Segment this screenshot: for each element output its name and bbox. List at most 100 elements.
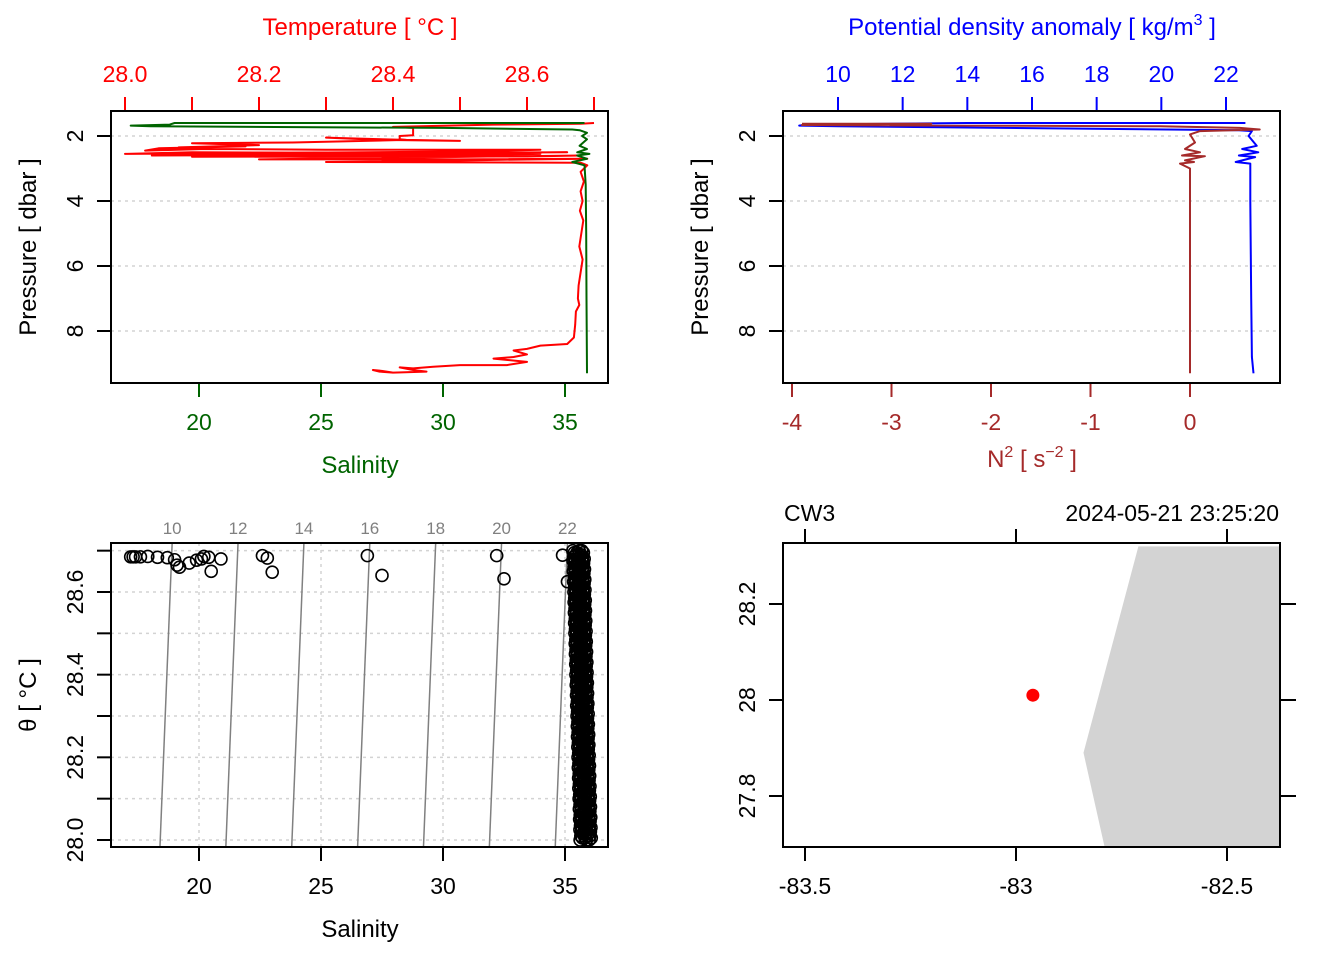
data-point (150, 550, 165, 565)
isopycnal-label: 20 (492, 519, 511, 538)
bottom-axis-title-end: ] (1064, 446, 1077, 473)
x-axis-title: Salinity (321, 916, 398, 943)
isopycnal-label: 22 (558, 519, 577, 538)
axis-tick-label: 20 (1149, 61, 1175, 87)
axis-tick-label: 8 (734, 325, 760, 338)
top-axis-title: Potential density anomaly [ kg/m3 ] (848, 12, 1216, 41)
top-axis-title: Temperature [ °C ] (263, 14, 458, 41)
series-line-salinity (129, 122, 591, 374)
data-point (214, 552, 228, 566)
axis-tick-label: 16 (1019, 61, 1045, 87)
isopycnal-line (290, 542, 305, 848)
axis-tick-label: 28.0 (103, 61, 148, 87)
panel-density-n2-profile: 10 12 14 16 18 20 22 -4 -3 -2 -1 0 2 4 6 8 Potential den… (687, 12, 1281, 473)
axis-tick-label: 28.4 (62, 652, 88, 697)
top-axis-title-main: Potential density anomaly [ kg/m (848, 14, 1194, 41)
axis-tick-label: 28 (734, 687, 760, 713)
axis-tick-label: 28.6 (505, 61, 550, 87)
isopycnal-label: 12 (229, 519, 248, 538)
bottom-axis-title-mid: [ s (1013, 446, 1045, 473)
data-point (133, 550, 148, 564)
isopycnal-line (356, 542, 371, 848)
bottom-axis-title-sup2: −2 (1045, 444, 1063, 461)
series-line-density (798, 122, 1260, 374)
axis-tick-label: -3 (881, 409, 901, 435)
isopycnal-line (488, 542, 503, 848)
axis-tick-label: 20 (186, 873, 212, 899)
data-point (189, 553, 204, 567)
panel-station-map: -83.5 -83 -82.5 27.8 28 28.2 CW3 2024-05-21 23:… (734, 500, 1296, 899)
axis-tick-label: 4 (734, 194, 760, 207)
isopycnal-line (159, 542, 173, 848)
station-marker (1026, 688, 1040, 702)
axis-tick-label: 8 (62, 325, 88, 338)
isopycnal-label: 16 (360, 519, 379, 538)
data-point (204, 564, 218, 579)
isopycnal-label: 10 (163, 519, 182, 538)
axis-tick-label: 28.2 (62, 735, 88, 780)
axis-tick-label: 27.8 (734, 774, 760, 819)
y-axis-title: θ [ °C ] (15, 658, 42, 732)
axis-tick-label: -83 (999, 873, 1032, 899)
isopycnal-line (422, 542, 437, 848)
isopycnal-line (554, 542, 569, 848)
axis-tick-label: 14 (955, 61, 981, 87)
data-point (182, 556, 197, 570)
series-line-temperature (124, 122, 595, 374)
y-axis-title: Pressure [ dbar ] (687, 158, 714, 335)
series-line-n2 (801, 122, 1261, 374)
bottom-axis-title: N2 [ s−2 ] (987, 444, 1077, 473)
axis-tick-label: -1 (1080, 409, 1100, 435)
land-polygon (1083, 546, 1280, 847)
data-point (160, 550, 175, 565)
plot-frame (110, 542, 609, 848)
axis-tick-label: 2 (62, 130, 88, 143)
axis-tick-label: 0 (1184, 409, 1197, 435)
data-point (140, 549, 155, 564)
axis-tick-label: 20 (186, 409, 212, 435)
axis-tick-label: 28.4 (371, 61, 416, 87)
axis-tick-label: 10 (825, 61, 851, 87)
axis-tick-label: 22 (1213, 61, 1239, 87)
top-axis-title-sup: 3 (1194, 12, 1203, 29)
data-point (194, 552, 209, 566)
y-axis-title: Pressure [ dbar ] (15, 158, 42, 335)
isopycnal-line (225, 542, 239, 848)
bottom-axis-title-main: N (987, 446, 1004, 473)
data-point (260, 551, 275, 565)
panel-ts-diagram: 10 12 14 16 18 20 22 20 25 30 35 28.0 28.2 28.4 28.6 Sa… (15, 519, 609, 943)
axis-tick-label: 4 (62, 194, 88, 207)
axis-tick-label: 28.6 (62, 570, 88, 615)
plot-frame (110, 110, 609, 384)
axis-tick-label: 28.0 (62, 818, 88, 863)
axis-tick-label: 30 (430, 409, 456, 435)
station-name: CW3 (784, 500, 835, 526)
isopycnal-label: 18 (426, 519, 445, 538)
data-point (197, 549, 211, 564)
axis-tick-label: 28.2 (237, 61, 282, 87)
axis-tick-label: -83.5 (779, 873, 831, 899)
data-point (497, 571, 511, 586)
axis-tick-label: 2 (734, 130, 760, 143)
isopycnal-label: 14 (294, 519, 313, 538)
bottom-axis-title: Salinity (321, 452, 398, 479)
data-point (489, 548, 504, 563)
axis-tick-label: -82.5 (1201, 873, 1253, 899)
panel-temp-salinity-profile: 28.0 28.2 28.4 28.6 20 25 30 35 2 4 6 8 Temperature … (15, 14, 609, 479)
top-axis-title-end: ] (1203, 14, 1216, 41)
data-point (375, 568, 389, 583)
axis-tick-label: 6 (734, 260, 760, 273)
axis-tick-label: 18 (1084, 61, 1110, 87)
axis-tick-label: 12 (890, 61, 916, 87)
axis-tick-label: -4 (782, 409, 803, 435)
data-point (360, 548, 375, 563)
axis-tick-label: 28.2 (734, 582, 760, 627)
data-point (265, 565, 280, 579)
axis-tick-label: 6 (62, 260, 88, 273)
axis-tick-label: -2 (981, 409, 1001, 435)
station-datetime: 2024-05-21 23:25:20 (1065, 500, 1279, 526)
axis-tick-label: 25 (308, 873, 334, 899)
axis-tick-label: 35 (552, 873, 578, 899)
axis-tick-label: 30 (430, 873, 456, 899)
